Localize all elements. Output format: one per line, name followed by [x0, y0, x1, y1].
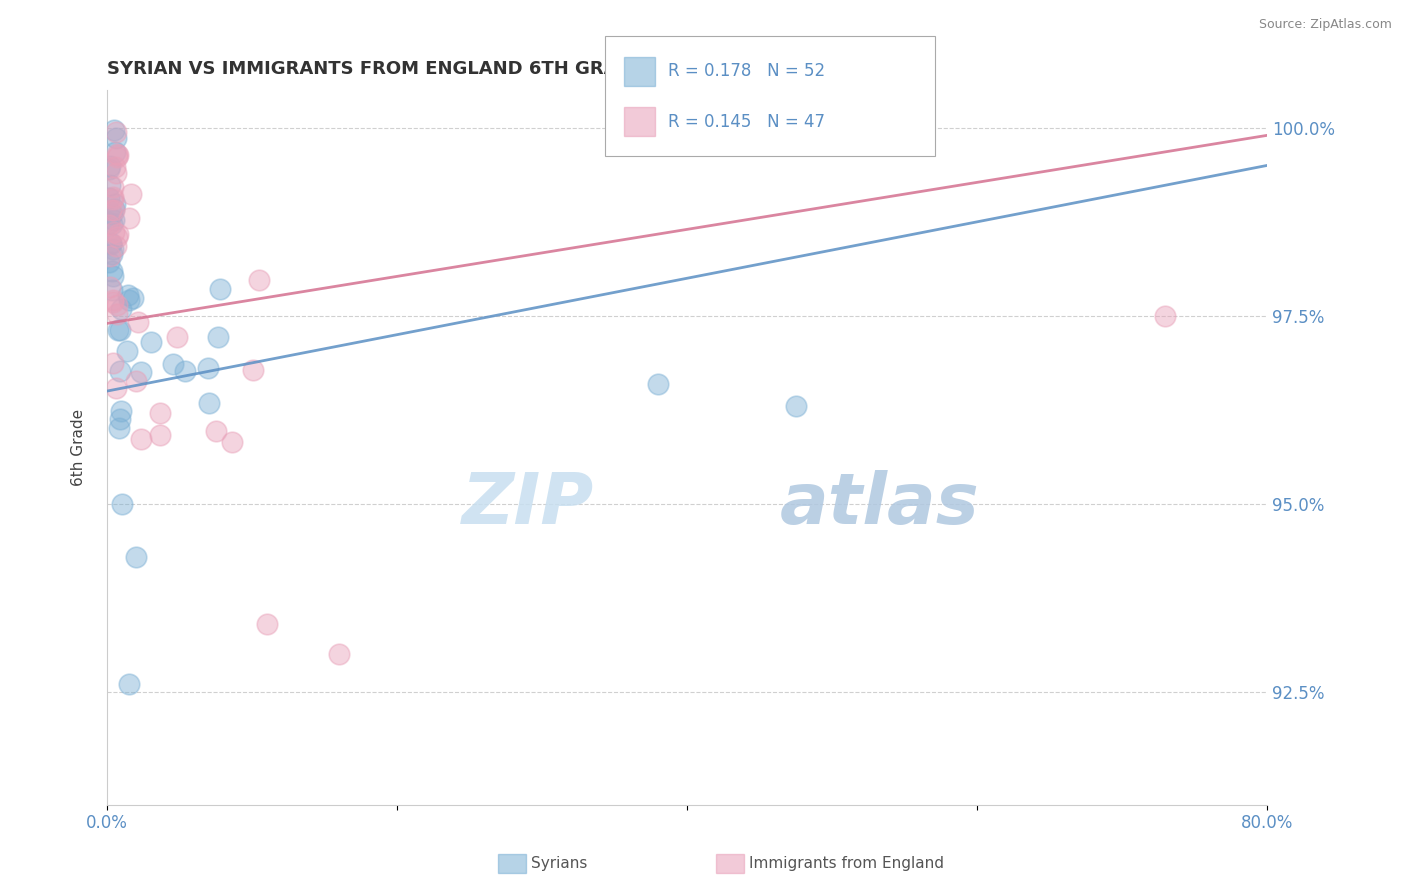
Point	[204, 424, 226, 438]
Point	[103, 213, 125, 227]
Point	[107, 421, 129, 435]
Point	[98, 191, 121, 205]
Point	[207, 330, 229, 344]
Point	[208, 282, 231, 296]
Text: Syrians: Syrians	[531, 856, 588, 871]
Point	[98, 249, 121, 263]
Point	[107, 298, 129, 312]
Point	[242, 363, 264, 377]
Point	[162, 357, 184, 371]
Point	[149, 406, 172, 420]
Point	[103, 190, 125, 204]
Point	[105, 147, 128, 161]
Point	[221, 435, 243, 450]
Point	[117, 288, 139, 302]
Point	[118, 677, 141, 691]
Point	[105, 239, 128, 253]
Point	[104, 145, 127, 159]
Point	[103, 225, 125, 239]
Point	[173, 364, 195, 378]
Text: Source: ZipAtlas.com: Source: ZipAtlas.com	[1258, 18, 1392, 31]
Point	[104, 197, 127, 211]
Point	[101, 356, 124, 370]
Point	[100, 178, 122, 192]
Text: R = 0.145   N = 47: R = 0.145 N = 47	[668, 112, 825, 130]
Point	[104, 131, 127, 145]
Point	[98, 215, 121, 229]
Point	[125, 374, 148, 388]
Point	[103, 202, 125, 216]
Point	[110, 363, 132, 377]
Point	[256, 617, 278, 632]
Point	[139, 334, 162, 349]
Point	[103, 242, 125, 256]
Text: atlas: atlas	[780, 470, 980, 539]
Point	[1154, 309, 1177, 323]
Point	[101, 295, 124, 310]
Point	[247, 273, 270, 287]
Point	[120, 187, 142, 202]
Point	[97, 219, 120, 233]
Point	[107, 227, 129, 241]
Point	[785, 399, 807, 413]
Point	[104, 160, 127, 174]
Point	[125, 549, 148, 564]
Point	[103, 192, 125, 206]
Point	[104, 125, 127, 139]
Point	[101, 218, 124, 232]
Point	[197, 360, 219, 375]
Point	[108, 323, 131, 337]
Text: Immigrants from England: Immigrants from England	[749, 856, 945, 871]
Point	[105, 308, 128, 322]
Point	[103, 202, 125, 217]
Point	[97, 255, 120, 269]
Point	[166, 330, 188, 344]
Point	[100, 264, 122, 278]
Text: SYRIAN VS IMMIGRANTS FROM ENGLAND 6TH GRADE CORRELATION CHART: SYRIAN VS IMMIGRANTS FROM ENGLAND 6TH GR…	[107, 60, 866, 78]
Point	[98, 162, 121, 177]
Point	[107, 148, 129, 162]
Y-axis label: 6th Grade: 6th Grade	[72, 409, 86, 486]
Point	[197, 396, 219, 410]
Point	[98, 159, 121, 173]
Point	[105, 381, 128, 395]
Point	[98, 280, 121, 294]
Point	[328, 647, 350, 661]
Point	[122, 291, 145, 305]
Point	[110, 404, 132, 418]
Point	[100, 202, 122, 217]
Point	[101, 206, 124, 220]
Point	[149, 427, 172, 442]
Point	[103, 268, 125, 283]
Point	[110, 497, 132, 511]
Point	[103, 123, 125, 137]
Point	[117, 211, 139, 225]
Point	[107, 323, 129, 337]
Point	[127, 315, 149, 329]
Point	[647, 376, 669, 391]
Text: ZIP: ZIP	[463, 470, 595, 539]
Point	[129, 365, 152, 379]
Point	[100, 237, 122, 252]
Point	[108, 411, 131, 425]
Point	[101, 283, 124, 297]
Point	[101, 247, 124, 261]
Point	[105, 150, 128, 164]
Point	[105, 167, 128, 181]
Point	[105, 230, 128, 244]
Point	[100, 235, 122, 250]
Point	[101, 180, 124, 194]
Text: R = 0.178   N = 52: R = 0.178 N = 52	[668, 62, 825, 80]
Point	[101, 293, 124, 308]
Point	[129, 432, 152, 446]
Point	[118, 293, 141, 308]
Point	[115, 343, 138, 358]
Point	[110, 302, 132, 317]
